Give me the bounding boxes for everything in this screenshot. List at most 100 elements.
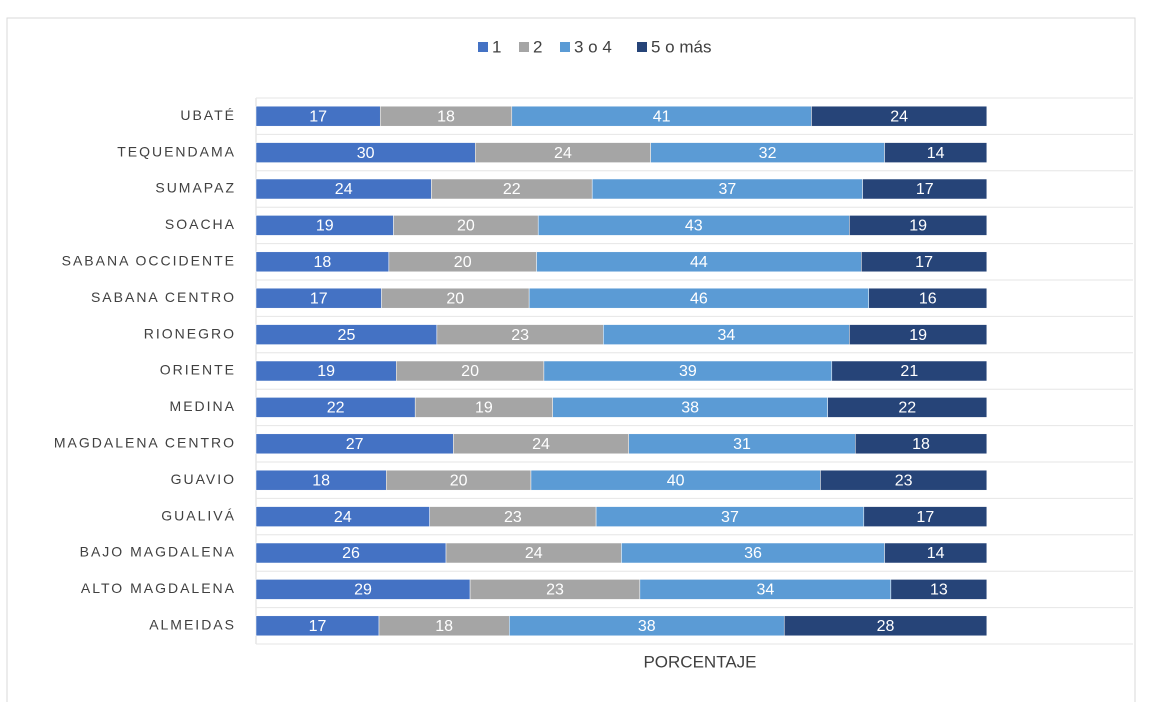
data-label: 19 xyxy=(909,218,927,235)
y-tick-label: ALMEIDAS xyxy=(149,617,236,633)
data-label: 22 xyxy=(327,400,345,417)
data-label: 28 xyxy=(877,618,895,635)
y-tick-label: SUMAPAZ xyxy=(155,180,236,196)
data-label: 37 xyxy=(718,181,736,198)
legend-swatch xyxy=(560,42,570,52)
y-tick-label: TEQUENDAMA xyxy=(117,143,236,159)
data-label: 43 xyxy=(685,218,703,235)
data-label: 17 xyxy=(916,181,934,198)
y-tick-label: SABANA CENTRO xyxy=(91,289,236,305)
data-label: 19 xyxy=(909,327,927,344)
data-label: 22 xyxy=(503,181,521,198)
data-label: 46 xyxy=(690,290,708,307)
y-tick-label: SOACHA xyxy=(165,216,236,232)
data-label: 23 xyxy=(504,509,522,526)
data-label: 37 xyxy=(721,509,739,526)
bar-segment xyxy=(855,433,988,455)
data-label: 29 xyxy=(354,582,372,599)
data-label: 13 xyxy=(930,582,948,599)
legend-swatch xyxy=(519,42,529,52)
y-tick-label: ALTO MAGDALENA xyxy=(81,580,236,596)
bar-segment xyxy=(862,178,988,200)
data-label: 38 xyxy=(638,618,656,635)
bar-segment xyxy=(820,469,988,491)
data-label: 24 xyxy=(334,509,352,526)
data-label: 20 xyxy=(457,218,475,235)
data-label: 20 xyxy=(454,254,472,271)
bar-segment xyxy=(890,579,988,600)
data-label: 20 xyxy=(446,290,464,307)
data-label: 18 xyxy=(435,618,453,635)
data-label: 27 xyxy=(346,436,364,453)
data-label: 30 xyxy=(357,145,375,162)
data-label: 17 xyxy=(915,254,933,271)
bar-segment xyxy=(831,360,988,382)
bar-segment xyxy=(849,215,988,236)
data-label: 23 xyxy=(895,472,913,489)
y-tick-label: BAJO MAGDALENA xyxy=(80,544,236,560)
y-tick-label: RIONEGRO xyxy=(144,325,236,341)
data-label: 32 xyxy=(759,145,777,162)
data-label: 18 xyxy=(912,436,930,453)
y-tick-label: MAGDALENA CENTRO xyxy=(54,435,236,451)
legend-label: 3 o 4 xyxy=(574,37,612,56)
bar-segment xyxy=(811,105,988,127)
data-label: 24 xyxy=(532,436,550,453)
y-tick-label: SABANA OCCIDENTE xyxy=(62,253,236,269)
legend-swatch xyxy=(637,42,647,52)
chart-border xyxy=(6,17,1136,702)
data-label: 17 xyxy=(309,108,327,125)
data-label: 24 xyxy=(525,545,543,562)
bar-segment xyxy=(783,615,988,637)
bar-segment xyxy=(868,287,988,309)
data-label: 38 xyxy=(681,400,699,417)
y-tick-label: GUAVIO xyxy=(171,471,236,487)
data-label: 16 xyxy=(919,290,937,307)
y-tick-label: UBATÉ xyxy=(180,107,236,123)
data-label: 22 xyxy=(898,400,916,417)
data-label: 24 xyxy=(554,145,572,162)
data-label: 34 xyxy=(756,582,774,599)
data-label: 36 xyxy=(744,545,762,562)
legend-label: 2 xyxy=(533,37,542,56)
y-tick-label: GUALIVÁ xyxy=(161,507,236,523)
data-label: 23 xyxy=(546,582,564,599)
data-label: 19 xyxy=(475,400,493,417)
bar-segment xyxy=(849,324,988,345)
data-label: 20 xyxy=(461,363,479,380)
data-label: 17 xyxy=(310,290,328,307)
bar-segment xyxy=(827,397,988,418)
data-label: 39 xyxy=(679,363,697,380)
data-label: 18 xyxy=(312,472,330,489)
data-label: 31 xyxy=(733,436,751,453)
data-label: 25 xyxy=(338,327,356,344)
data-label: 24 xyxy=(890,108,908,125)
data-label: 14 xyxy=(927,145,945,162)
data-label: 19 xyxy=(317,363,335,380)
data-label: 34 xyxy=(717,327,735,344)
legend-swatch xyxy=(478,42,488,52)
data-label: 24 xyxy=(335,181,353,198)
data-label: 26 xyxy=(342,545,360,562)
bar-segment xyxy=(861,251,988,273)
x-axis-label: PORCENTAJE xyxy=(643,652,756,671)
y-tick-label: ORIENTE xyxy=(160,362,236,378)
data-label: 40 xyxy=(667,472,685,489)
data-label: 17 xyxy=(309,618,327,635)
y-tick-label: MEDINA xyxy=(170,398,236,414)
data-label: 44 xyxy=(690,254,708,271)
data-label: 14 xyxy=(927,545,945,562)
legend-label: 1 xyxy=(492,37,501,56)
bar-segment xyxy=(884,542,988,564)
data-label: 19 xyxy=(316,218,334,235)
data-label: 20 xyxy=(450,472,468,489)
data-label: 18 xyxy=(314,254,332,271)
bar-segment xyxy=(884,142,988,163)
data-label: 23 xyxy=(511,327,529,344)
legend-label: 5 o más xyxy=(651,37,711,56)
data-label: 21 xyxy=(900,363,918,380)
data-label: 17 xyxy=(916,509,934,526)
data-label: 41 xyxy=(653,108,671,125)
bar-segment xyxy=(863,506,988,527)
